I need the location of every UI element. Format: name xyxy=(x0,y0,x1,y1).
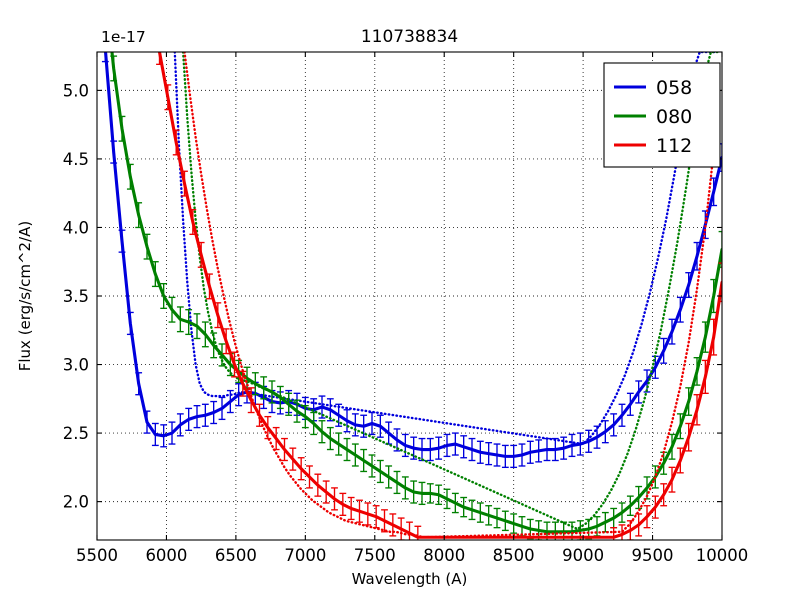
legend-label-112: 112 xyxy=(656,135,692,157)
xtick-label: 7000 xyxy=(284,546,326,565)
ytick-label: 4.0 xyxy=(63,218,89,237)
y-axis-label: Flux (erg/s/cm^2/A) xyxy=(16,221,34,372)
xtick-label: 7500 xyxy=(354,546,396,565)
legend-label-058: 058 xyxy=(656,77,692,99)
curve-058 xyxy=(103,52,722,458)
series-058 xyxy=(101,52,722,469)
ytick-label: 3.5 xyxy=(63,287,89,306)
curve-112 xyxy=(157,52,722,539)
xtick-label: 9000 xyxy=(562,546,604,565)
ytick-label: 4.5 xyxy=(63,150,89,169)
x-axis-label: Wavelength (A) xyxy=(352,570,468,588)
ytick-label: 5.0 xyxy=(63,81,89,100)
y-offset-label: 1e-17 xyxy=(101,28,146,46)
axis-ticks: 5500 6000 6500 7000 7500 8000 8500 9000 9500 1000… xyxy=(63,52,749,565)
ytick-label: 2.5 xyxy=(63,424,89,443)
xtick-label: 8000 xyxy=(423,546,465,565)
curve-080 xyxy=(110,52,722,534)
xtick-label: 9500 xyxy=(632,546,674,565)
data-layer xyxy=(101,52,722,540)
dotted-curve-080 xyxy=(181,52,721,531)
dotted-curve-112 xyxy=(183,52,715,539)
legend-label-080: 080 xyxy=(656,106,692,128)
xtick-label: 5500 xyxy=(76,546,118,565)
ytick-label: 3.0 xyxy=(63,356,89,375)
legend: 058 080 112 xyxy=(603,62,721,168)
xtick-label: 6000 xyxy=(145,546,187,565)
xtick-label: 10000 xyxy=(696,546,749,565)
xtick-label: 6500 xyxy=(215,546,257,565)
dotted-curve-058 xyxy=(173,52,718,446)
series-112 xyxy=(156,52,722,540)
xtick-label: 8500 xyxy=(493,546,535,565)
chart-title: 110738834 xyxy=(361,27,458,47)
ytick-label: 2.0 xyxy=(63,493,89,512)
